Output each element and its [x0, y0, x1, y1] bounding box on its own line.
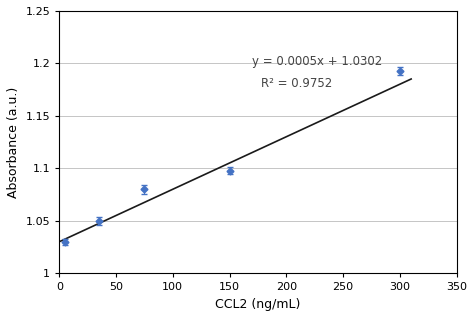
Text: R² = 0.9752: R² = 0.9752: [261, 77, 333, 90]
X-axis label: CCL2 (ng/mL): CCL2 (ng/mL): [215, 298, 301, 311]
Y-axis label: Absorbance (a.u.): Absorbance (a.u.): [7, 86, 20, 198]
Text: y = 0.0005x + 1.0302: y = 0.0005x + 1.0302: [252, 55, 383, 68]
